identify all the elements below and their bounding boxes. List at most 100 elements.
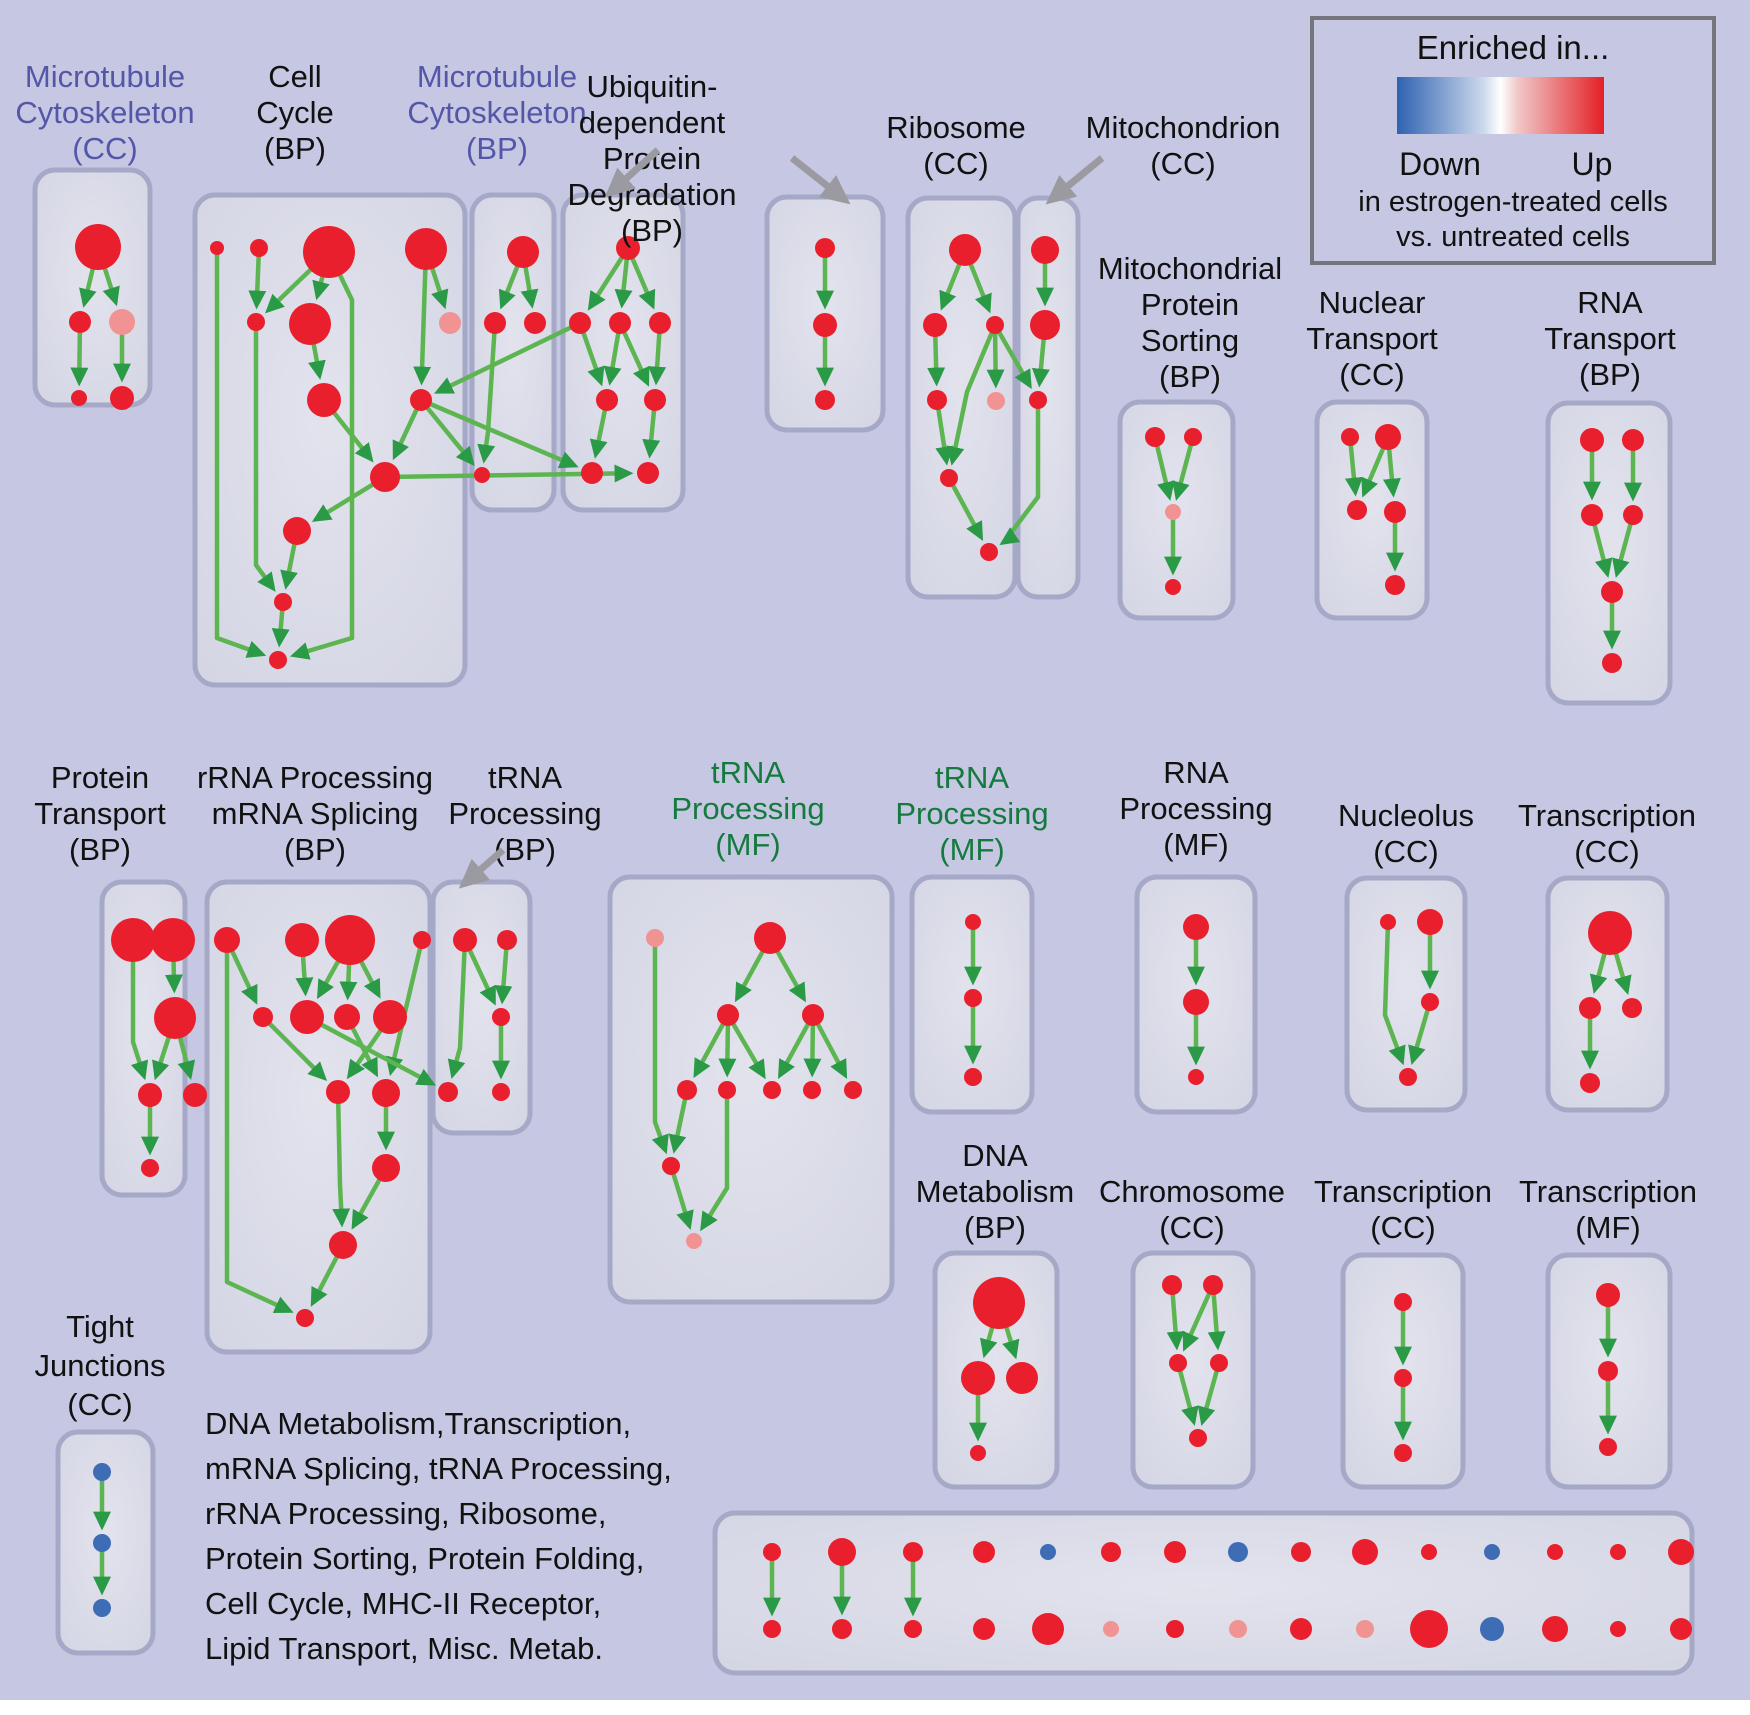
cluster-box [32,167,153,408]
go-term-node [75,224,121,270]
cluster-label: Chromosome [1099,1174,1285,1209]
cluster-label: Processing [1119,791,1272,826]
cluster-label: Sorting [1141,323,1239,358]
go-term-node [1101,1542,1121,1562]
go-term-node [507,236,539,268]
go-term-node [1385,575,1405,595]
cluster-label: Transcription [1518,798,1696,833]
go-term-node [492,1083,510,1101]
cluster-label: (BP) [466,131,528,166]
go-term-node [718,1081,736,1099]
go-edge [726,1013,766,1080]
go-edge [1172,436,1196,501]
label-pointer-arrows [458,147,1105,889]
go-term-node [1610,1544,1626,1560]
go-term-node [93,1599,111,1617]
go-edge [1612,514,1636,579]
go-term-node [69,311,91,333]
cluster-label: tRNA [711,755,785,790]
go-term-node [1188,1069,1204,1085]
cluster-label: (MF) [939,832,1004,867]
go-term-node [1145,427,1165,447]
cluster-label: (BP) [621,213,683,248]
go-term-node [1030,310,1060,340]
go-edge [986,324,1005,389]
cluster-label: RNA [1163,755,1229,790]
go-term-node [269,651,287,669]
cluster-label: Protein [51,760,149,795]
go-term-node [1169,1354,1187,1372]
go-term-node [927,390,947,410]
go-term-node [949,234,981,266]
go-term-node [497,930,517,950]
go-term-node [815,238,835,258]
cluster-box [1545,875,1670,1113]
cluster-label: Metabolism [916,1174,1075,1209]
go-edge [668,1089,690,1154]
go-term-node [973,1618,995,1640]
go-term-node [274,593,292,611]
go-term-node [802,1004,824,1026]
go-term-node [596,389,618,411]
go-term-node [438,1082,458,1102]
cluster-label: Cytoskeleton [407,95,586,130]
go-edge [693,1013,730,1079]
cluster-box [1344,875,1468,1113]
cluster-label: tRNA [935,760,1009,795]
cluster-label: Processing [671,791,824,826]
go-term-node [903,1542,923,1562]
go-term-node [1291,1542,1311,1562]
go-edge [1344,436,1363,497]
go-term-node [1352,1539,1378,1565]
go-term-node [1410,1610,1448,1648]
go-edge [494,939,513,1005]
go-term-node [1610,1621,1626,1637]
legend-down-label: Down [1399,146,1481,182]
go-term-node [1542,1616,1568,1642]
cluster-label: Degradation [568,177,737,212]
go-term-node [1670,1618,1692,1640]
go-term-node [616,236,640,260]
cluster-label: Tight [66,1309,134,1344]
legend-up-label: Up [1572,146,1613,182]
go-term-node [1290,1618,1312,1640]
go-term-node [1484,1544,1500,1560]
cluster-label: Mitochondrion [1086,110,1281,145]
cluster-label: (CC) [1150,146,1215,181]
go-edge [934,399,954,466]
legend-box [1310,16,1716,265]
go-term-node [1347,500,1367,520]
go-edge [1382,921,1406,1066]
cluster-label: mRNA Splicing, tRNA Processing, [205,1451,672,1486]
go-term-node [1622,998,1642,1018]
go-term-node [1165,579,1181,595]
cluster-label: Cytoskeleton [15,95,194,130]
go-term-node [410,389,432,411]
cluster-label: Cell Cycle, MHC-II Receptor, [205,1586,601,1621]
go-term-node [183,1083,207,1107]
go-term-node [961,1361,995,1395]
go-term-node [1162,1275,1182,1295]
cluster-label: (BP) [69,832,131,867]
go-term-node [1417,909,1443,935]
go-term-node [285,923,319,957]
go-term-node [1032,1613,1064,1645]
go-edge [1408,1001,1433,1066]
cluster-label: (BP) [964,1210,1026,1245]
go-term-node [325,915,375,965]
cluster-label: Junctions [35,1348,166,1383]
cluster-box [1314,399,1430,621]
go-term-node [141,1159,159,1177]
go-term-node [904,1620,922,1638]
go-edge [214,248,267,658]
go-term-node [326,1080,350,1104]
go-term-node [1596,1283,1620,1307]
cluster-label: Microtubule [25,59,185,94]
go-term-node [1421,1544,1437,1560]
go-term-node [1579,997,1601,1019]
go-term-node [71,390,87,406]
go-edge [289,251,355,660]
legend-gradient-bar [1397,77,1604,134]
cluster-label: Protein Sorting, Protein Folding, [205,1541,644,1576]
